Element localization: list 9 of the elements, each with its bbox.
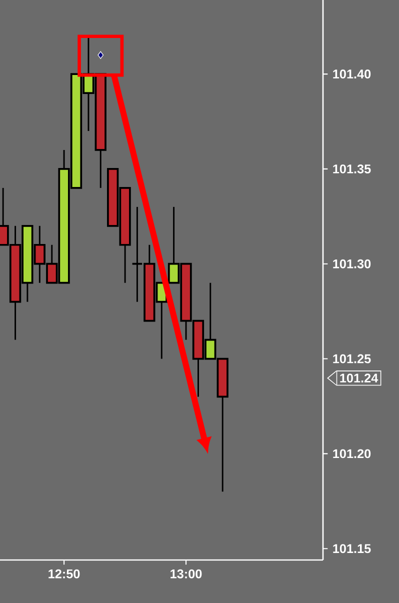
- x-tick-label: 12:50: [48, 569, 80, 578]
- y-tick-label: 101.15: [333, 544, 371, 554]
- y-tick-label: 101.20: [333, 449, 371, 458]
- x-tick-label: 13:00: [170, 569, 202, 578]
- y-tick-label: 101.25: [333, 354, 371, 364]
- text: 101.24: [340, 374, 378, 383]
- y-tick-label: 101.35: [333, 164, 371, 174]
- y-tick-label: 101.30: [333, 259, 371, 268]
- y-tick-label: 101.40: [333, 70, 371, 79]
